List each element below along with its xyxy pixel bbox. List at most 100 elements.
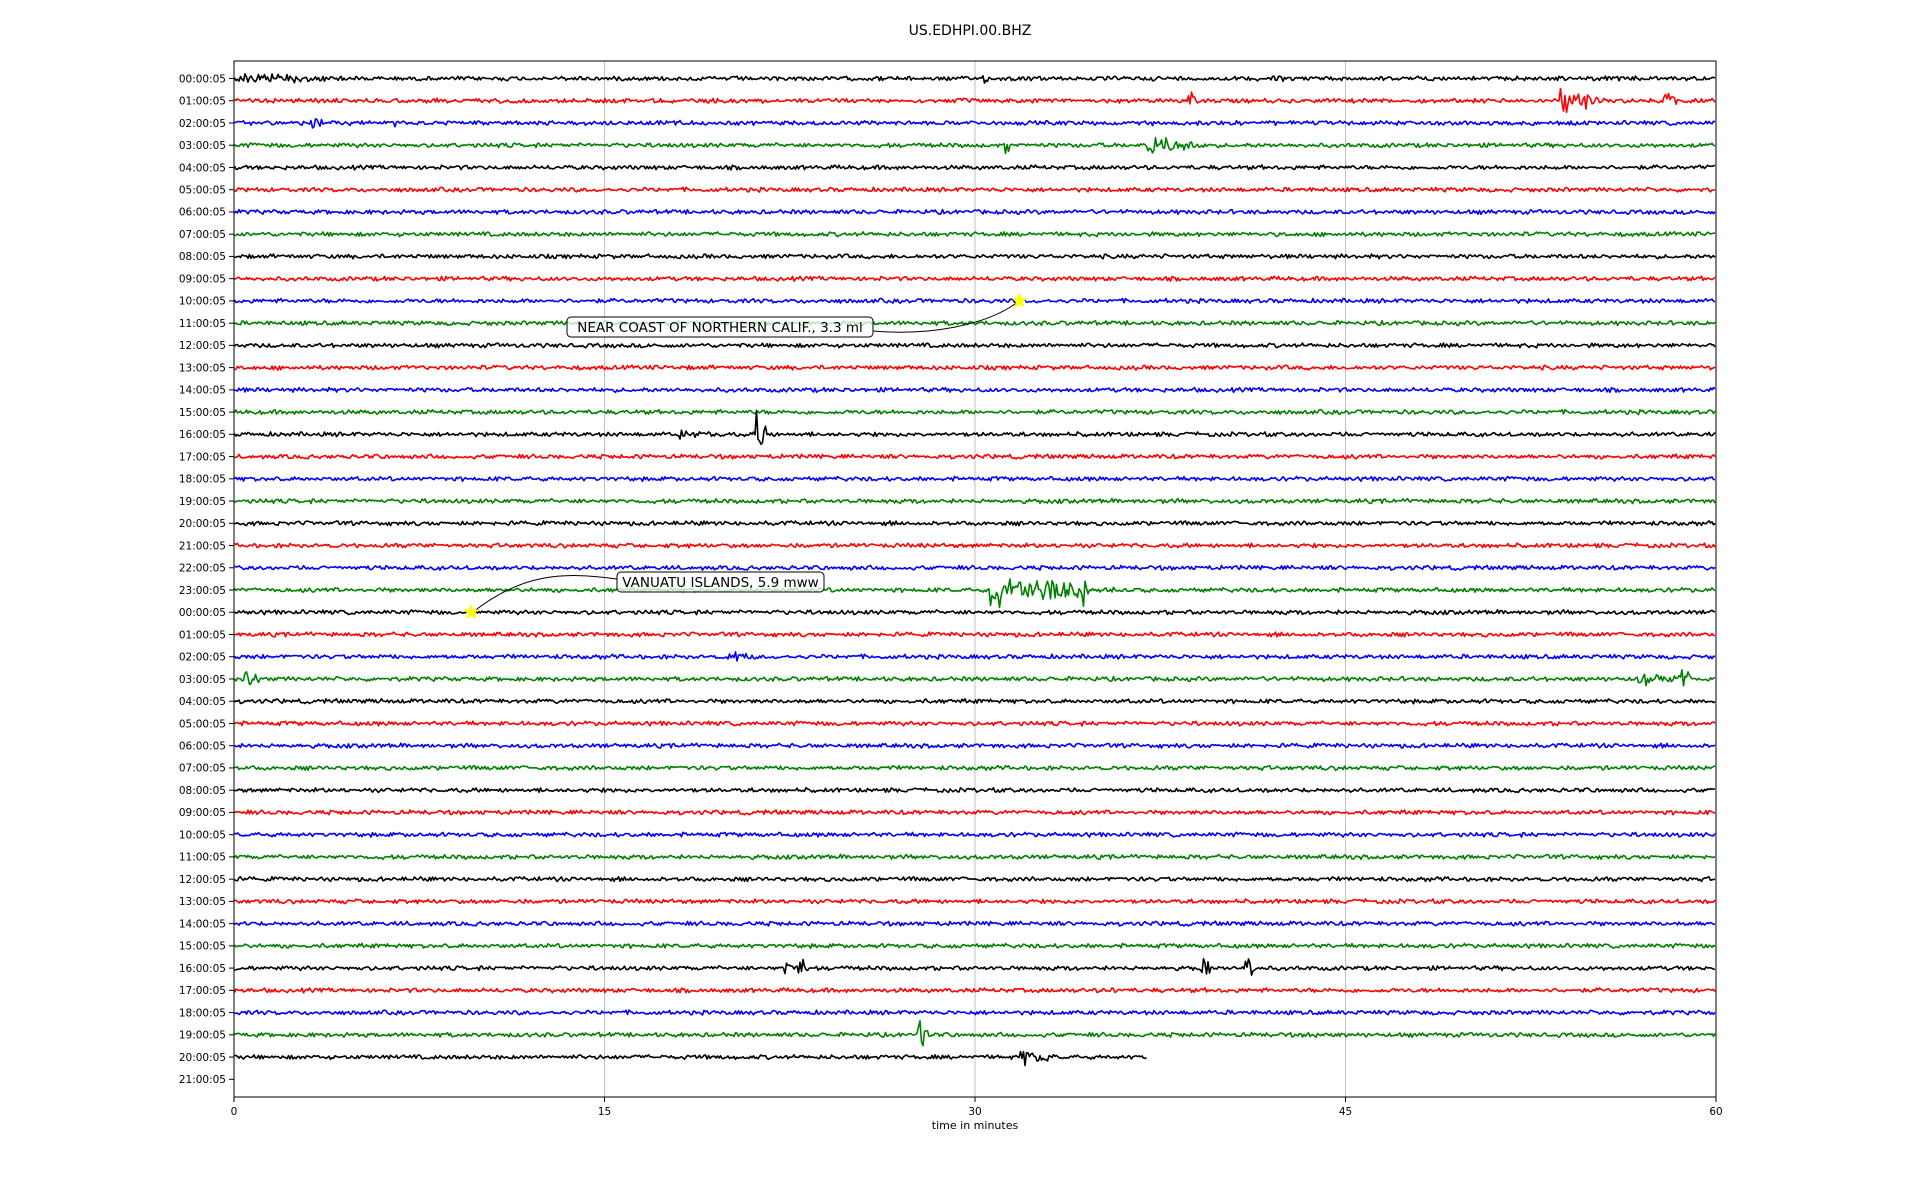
trace-row-42 [234,1009,1716,1016]
chart-title: US.EDHPI.00.BHZ [909,23,1032,39]
y-tick-label: 04:00:05 [179,696,226,708]
y-tick-label: 01:00:05 [179,629,226,641]
event-annotations: VANUATU ISLANDS, 5.9 mww NEAR COAST OF NO… [462,292,1028,620]
trace-row-36 [234,875,1716,883]
trace-row-9 [234,275,1716,282]
y-tick-label: 10:00:05 [179,829,226,841]
trace-row-12 [233,342,1716,349]
event-connector [472,575,618,613]
trace-row-30 [234,742,1716,749]
y-tick-label: 06:00:05 [179,207,226,219]
trace-row-10 [233,297,1716,305]
y-tick-label: 00:00:05 [179,607,226,619]
seismogram-traces [233,73,1716,1067]
y-axis-ticks: 00:00:05 01:00:05 02:00:05 03:00:05 04:00:05… [179,73,234,1086]
y-tick-label: 21:00:05 [179,540,226,552]
trace-row-2 [234,118,1716,129]
y-tick-label: 13:00:05 [179,896,226,908]
y-tick-label: 15:00:05 [179,941,226,953]
trace-row-41 [233,987,1716,994]
y-tick-label: 08:00:05 [179,251,226,263]
trace-row-14 [234,386,1716,394]
trace-row-33 [234,809,1716,816]
y-tick-label: 22:00:05 [179,563,226,575]
y-tick-label: 17:00:05 [179,451,226,463]
y-tick-label: 10:00:05 [179,296,226,308]
trace-row-37 [234,898,1716,905]
y-tick-label: 18:00:05 [179,1007,226,1019]
y-tick-label: 21:00:05 [179,1074,226,1086]
trace-row-25 [234,631,1715,638]
trace-row-26 [233,651,1716,662]
trace-row-4 [233,164,1716,171]
y-tick-label: 17:00:05 [179,985,226,997]
trace-row-43 [234,1020,1716,1047]
y-tick-label: 16:00:05 [179,963,226,975]
event-label-box [616,571,825,593]
trace-row-6 [233,208,1716,216]
trace-row-38 [233,920,1716,927]
y-tick-label: 15:00:05 [179,407,226,419]
event-label: VANUATU ISLANDS, 5.9 mww [622,575,818,591]
trace-row-22 [234,564,1716,571]
x-tick-label: 30 [968,1106,981,1118]
trace-row-18 [234,475,1716,483]
y-tick-label: 13:00:05 [179,362,226,374]
x-tick-label: 15 [598,1106,611,1118]
trace-row-21 [234,542,1716,549]
y-tick-label: 20:00:05 [179,518,226,530]
y-tick-label: 09:00:05 [179,807,226,819]
y-tick-label: 14:00:05 [179,918,226,930]
x-tick-label: 60 [1709,1106,1722,1118]
event-star-marker [1011,292,1028,308]
trace-row-29 [233,720,1716,727]
event-connector [872,303,1016,333]
event-label: NEAR COAST OF NORTHERN CALIF., 3.3 ml [577,320,863,336]
trace-row-35 [233,853,1716,861]
x-axis-label: time in minutes [932,1119,1019,1132]
x-axis-ticks: 0 15 30 45 60 [231,1097,1723,1118]
trace-row-13 [234,364,1716,371]
x-tick-label: 0 [231,1106,238,1118]
y-tick-label: 07:00:05 [179,229,226,241]
trace-row-11 [234,320,1716,327]
trace-row-32 [234,786,1716,794]
y-tick-label: 12:00:05 [179,340,226,352]
trace-row-3 [233,136,1716,155]
trace-row-24 [233,609,1716,616]
y-tick-label: 09:00:05 [179,273,226,285]
y-tick-label: 16:00:05 [179,429,226,441]
trace-row-27 [233,669,1716,687]
y-tick-label: 03:00:05 [179,140,226,152]
trace-row-5 [234,186,1716,193]
trace-row-40 [234,957,1716,976]
trace-row-39 [233,942,1716,950]
trace-row-34 [234,831,1716,838]
plot-frame [233,60,1717,1098]
y-tick-label: 08:00:05 [179,785,226,797]
y-tick-label: 14:00:05 [179,385,226,397]
x-tick-label: 45 [1339,1106,1352,1118]
y-tick-label: 03:00:05 [179,674,226,686]
event-star-marker [462,603,480,620]
trace-row-31 [234,764,1716,771]
y-tick-label: 11:00:05 [179,318,226,330]
y-tick-label: 11:00:05 [179,852,226,864]
y-tick-label: 05:00:05 [179,185,226,197]
y-tick-label: 05:00:05 [179,718,226,730]
y-tick-label: 20:00:05 [179,1052,226,1064]
y-tick-label: 12:00:05 [179,874,226,886]
trace-row-7 [234,231,1716,238]
y-tick-label: 01:00:05 [179,96,226,108]
trace-row-8 [234,253,1716,260]
y-tick-label: 00:00:05 [179,73,226,85]
y-tick-label: 23:00:05 [179,585,226,597]
trace-row-15 [233,408,1716,416]
y-tick-label: 19:00:05 [179,1030,226,1042]
trace-row-1 [234,87,1716,114]
y-tick-label: 04:00:05 [179,162,226,174]
y-tick-label: 06:00:05 [179,741,226,753]
trace-row-23 [233,578,1716,609]
event-label-box [566,316,874,338]
